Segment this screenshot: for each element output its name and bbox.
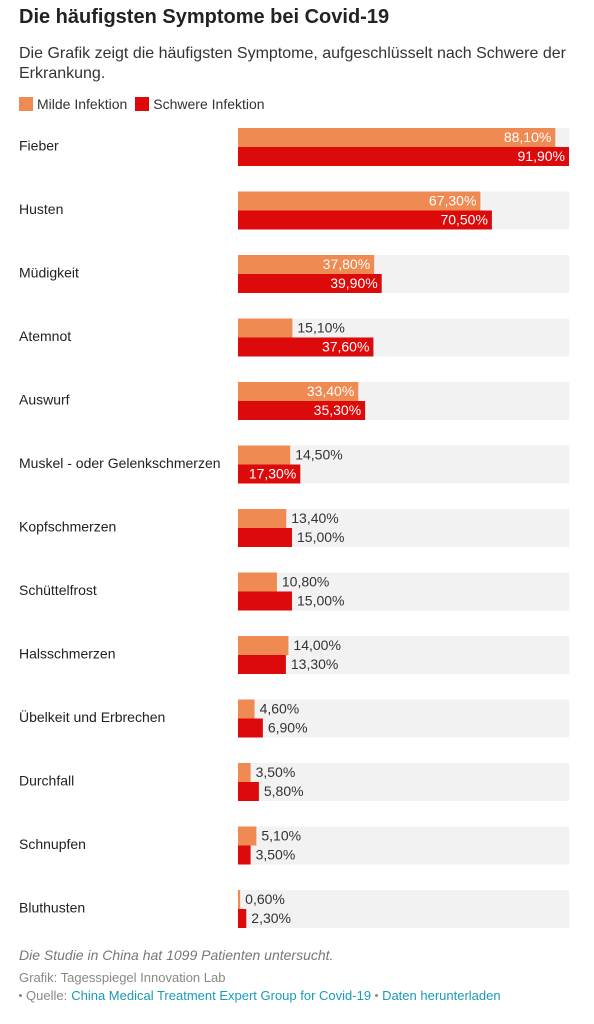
bar (238, 509, 287, 528)
download-link[interactable]: Daten herunterladen (382, 988, 501, 1003)
legend: Milde Infektion Schwere Infektion (19, 96, 265, 112)
category-label: Husten (19, 201, 63, 217)
value-label: 70,50% (440, 212, 487, 228)
source-link[interactable]: China Medical Treatment Expert Group for… (71, 988, 372, 1003)
value-label: 10,80% (282, 574, 329, 590)
value-label: 15,00% (297, 593, 344, 609)
bar (238, 191, 481, 211)
source-line: Quelle: China Medical Treatment Expert G… (19, 988, 501, 1003)
bar (238, 464, 301, 484)
category-label: Muskel - oder Gelenkschmerzen (19, 455, 221, 471)
bar (238, 445, 291, 465)
category-label: Atemnot (19, 328, 71, 344)
value-label: 3,50% (256, 764, 296, 780)
value-label: 5,80% (264, 783, 304, 799)
value-label: 37,80% (323, 256, 370, 272)
row-background (238, 636, 569, 674)
bar (238, 274, 382, 293)
value-label: 13,40% (291, 510, 338, 526)
category-label: Halsschmerzen (19, 646, 115, 662)
category-label: Schüttelfrost (19, 582, 97, 598)
value-label: 17,30% (249, 466, 296, 482)
value-label: 35,30% (314, 402, 361, 418)
bar (238, 528, 293, 547)
chart-title: Die häufigsten Symptome bei Covid-19 (19, 6, 390, 28)
category-label: Durchfall (19, 773, 74, 789)
bar (238, 591, 293, 611)
row-background (238, 890, 569, 928)
category-label: Müdigkeit (19, 265, 79, 281)
bar (238, 255, 375, 274)
legend-item: Schwere Infektion (135, 96, 265, 112)
bar (238, 128, 556, 147)
bar (238, 782, 259, 801)
chart: Fieber 88,10% 91,90% Husten 67,30% 70,50% Müdi… (19, 128, 569, 928)
value-label: 39,90% (330, 275, 377, 291)
bar (238, 763, 251, 782)
category-label: Auswurf (19, 392, 70, 408)
value-label: 88,10% (504, 129, 551, 145)
bar (238, 845, 251, 865)
bar (238, 337, 374, 357)
row-background (238, 509, 569, 547)
bar (238, 655, 286, 674)
value-label: 91,90% (518, 148, 565, 164)
value-label: 4,60% (260, 701, 300, 717)
bar (238, 210, 492, 230)
bar (238, 890, 241, 909)
note: Die Studie in China hat 1099 Patienten u… (19, 947, 334, 963)
value-label: 2,30% (251, 910, 291, 926)
category-label: Bluthusten (19, 900, 85, 916)
row-background (238, 699, 569, 738)
row-background (238, 826, 569, 865)
value-label: 33,40% (307, 383, 354, 399)
value-label: 5,10% (261, 828, 301, 844)
value-label: 0,60% (245, 891, 285, 907)
chart-subtitle: Die Grafik zeigt die häufigsten Symptome… (19, 45, 566, 82)
category-label: Kopfschmerzen (19, 519, 116, 535)
row-background (238, 763, 569, 801)
bar (238, 909, 247, 928)
category-label: Übelkeit und Erbrechen (19, 708, 165, 725)
category-label: Schnupfen (19, 836, 86, 852)
bar (238, 147, 569, 166)
bullet (375, 994, 379, 997)
category-label: Fieber (19, 138, 59, 154)
value-label: 13,30% (291, 656, 338, 672)
value-label: 15,00% (297, 529, 344, 545)
value-label: 67,30% (429, 193, 476, 209)
bar (238, 636, 289, 655)
value-label: 3,50% (256, 847, 296, 863)
bar (238, 718, 263, 738)
value-label: 37,60% (322, 339, 369, 355)
credit: Grafik: Tagesspiegel Innovation Lab (19, 970, 226, 985)
row-background (238, 572, 569, 611)
bar (238, 401, 366, 420)
value-label: 6,90% (268, 720, 308, 736)
bar (238, 318, 293, 338)
legend-swatch (135, 97, 150, 111)
legend-swatch (19, 97, 33, 111)
legend-label: Schwere Infektion (153, 96, 265, 112)
value-label: 14,00% (293, 637, 340, 653)
bar (238, 699, 255, 719)
bar (238, 572, 277, 592)
value-label: 14,50% (295, 447, 342, 463)
legend-label: Milde Infektion (37, 96, 128, 112)
legend-item: Milde Infektion (19, 96, 127, 112)
bullet (19, 994, 22, 997)
value-label: 15,10% (297, 320, 344, 336)
bar (238, 826, 257, 846)
source-label: Quelle: (26, 988, 68, 1003)
bar (238, 382, 359, 401)
